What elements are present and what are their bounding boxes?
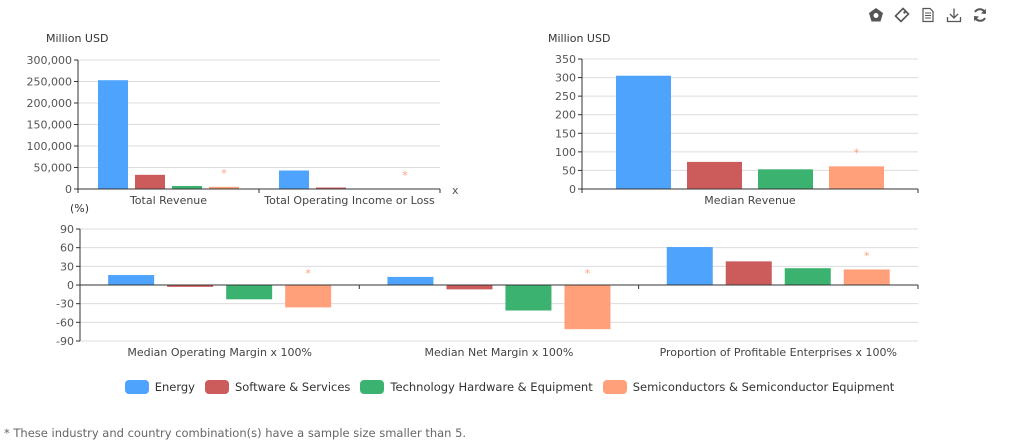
legend: Energy Software & Services Technology Ha… — [0, 380, 1019, 394]
bar — [564, 285, 611, 330]
bar — [666, 247, 713, 285]
y-tick-label: 60 — [60, 242, 74, 255]
legend-swatch — [124, 380, 149, 394]
bar — [725, 261, 772, 285]
y-tick-label: 300,000 — [27, 54, 73, 67]
legend-item-technology-hardware[interactable]: Technology Hardware & Equipment — [360, 380, 593, 394]
legend-item-energy[interactable]: Energy — [124, 380, 195, 394]
bar — [209, 186, 239, 189]
small-sample-marker: * — [585, 267, 591, 280]
bar — [505, 285, 552, 311]
y-tick-label: 200 — [555, 109, 576, 122]
y-tick-label: 30 — [60, 260, 74, 273]
y-axis-unit: Million USD — [548, 32, 610, 45]
y-tick-label: 100 — [555, 146, 576, 159]
legend-label: Technology Hardware & Equipment — [390, 380, 593, 394]
y-tick-label: 350 — [555, 53, 576, 66]
small-sample-marker: * — [305, 267, 311, 280]
legend-label: Semiconductors & Semiconductor Equipment — [632, 380, 895, 394]
y-tick-label: -30 — [56, 298, 74, 311]
y-axis-unit: Million USD — [46, 32, 108, 45]
bar — [687, 161, 742, 189]
data-view-icon[interactable] — [919, 6, 937, 24]
legend-swatch — [602, 380, 627, 394]
x-category-label: Median Net Margin x 100% — [425, 346, 574, 359]
footnote: * These industry and country combination… — [4, 426, 467, 440]
y-tick-label: 90 — [60, 223, 74, 236]
bar — [279, 170, 309, 189]
x-category-label: Median Revenue — [704, 194, 796, 207]
bar — [843, 269, 890, 285]
bar — [758, 169, 813, 189]
tag-icon[interactable] — [893, 6, 911, 24]
download-icon[interactable] — [945, 6, 963, 24]
bar — [316, 187, 346, 189]
chart-ratios: -90 -60 -30 0 30 60 90 (%) * Median Operating Mar… — [56, 202, 919, 359]
y-tick-label: 150,000 — [27, 119, 73, 132]
legend-label: Energy — [154, 380, 195, 394]
y-tick-label: -60 — [56, 316, 74, 329]
legend-swatch — [204, 380, 229, 394]
refresh-icon[interactable] — [971, 6, 989, 24]
y-tick-label: 0 — [569, 183, 576, 196]
bar — [135, 174, 165, 189]
legend-item-software-services[interactable]: Software & Services — [204, 380, 351, 394]
bar — [285, 285, 332, 308]
small-sample-marker: * — [402, 169, 408, 182]
y-tick-label: 0 — [67, 279, 74, 292]
y-tick-label: 0 — [65, 183, 72, 196]
y-tick-label: 300 — [555, 72, 576, 85]
x-axis-label: x — [452, 184, 459, 197]
bar — [784, 268, 831, 285]
x-category-label: Total Operating Income or Loss — [263, 194, 435, 207]
bar — [616, 75, 671, 189]
legend-label: Software & Services — [234, 380, 351, 394]
bar — [829, 166, 884, 189]
y-tick-label: 150 — [555, 127, 576, 140]
legend-swatch — [360, 380, 385, 394]
y-tick-label: 250 — [555, 90, 576, 103]
y-tick-label: 50 — [562, 164, 576, 177]
bar — [172, 185, 202, 189]
small-sample-marker: * — [864, 249, 870, 262]
x-category-label: Proportion of Profitable Enterprises x 1… — [660, 346, 897, 359]
chart-totals: 0 50,000 100,000 150,000 200,000 250,000 300,0… — [27, 32, 460, 207]
chart-toolbar — [867, 6, 989, 24]
bar — [226, 285, 273, 300]
legend-item-semiconductors[interactable]: Semiconductors & Semiconductor Equipment — [602, 380, 895, 394]
bar — [167, 285, 214, 287]
chart-median-revenue: 0 50 100 150 200 250 300 350 Million USD * Median … — [548, 32, 919, 207]
y-tick-label: 250,000 — [27, 76, 73, 89]
y-tick-label: 200,000 — [27, 97, 73, 110]
bar — [446, 285, 493, 290]
small-sample-marker: * — [854, 146, 860, 159]
x-category-label: Median Operating Margin x 100% — [127, 346, 312, 359]
bar — [387, 276, 434, 285]
bar — [108, 275, 155, 285]
y-tick-label: 100,000 — [27, 140, 73, 153]
y-tick-label: 50,000 — [34, 162, 73, 175]
small-sample-marker: * — [221, 167, 227, 180]
y-axis-unit: (%) — [70, 202, 89, 215]
theme-icon[interactable] — [867, 6, 885, 24]
x-category-label: Total Revenue — [129, 194, 207, 207]
bar — [98, 80, 128, 189]
y-tick-label: -90 — [56, 335, 74, 348]
